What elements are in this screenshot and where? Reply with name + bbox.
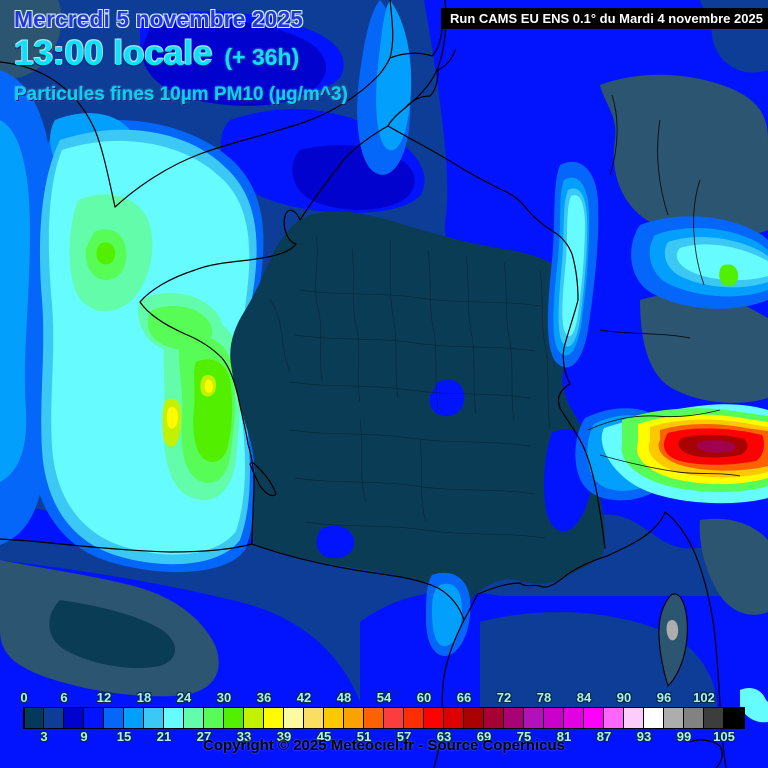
foreign-borders: [587, 94, 741, 477]
coastlines: [0, 0, 727, 768]
sea-dark-patches: [141, 20, 415, 210]
corsica: [658, 593, 688, 688]
france-land-low: [230, 211, 605, 618]
copyright-text: Copyright © 2025 Meteociel.fr - Source C…: [203, 737, 565, 754]
forecast-offset: (+ 36h): [224, 44, 300, 70]
land-slate-regions: [0, 0, 768, 697]
atlantic-plume: [0, 0, 412, 573]
map-header: Mercredi 5 novembre 2025 13:00 locale (+…: [14, 6, 348, 106]
run-info-banner: Run CAMS EU ENS 0.1° du Mardi 4 novembre…: [441, 8, 768, 29]
forecast-time: 13:00 locale: [14, 34, 213, 73]
department-borders: [269, 235, 551, 539]
forecast-date: Mercredi 5 novembre 2025: [14, 6, 303, 32]
hotspot-po-valley: [575, 404, 768, 504]
parameter-label: Particules fines 10µm PM10 (µg/m^3): [14, 84, 348, 105]
east-features: [316, 161, 768, 723]
